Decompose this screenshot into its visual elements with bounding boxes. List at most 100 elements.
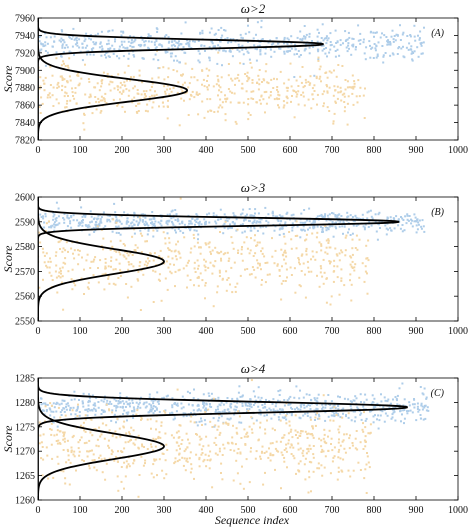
scatter-point xyxy=(70,215,73,217)
scatter-point xyxy=(167,36,170,39)
scatter-point xyxy=(410,218,412,221)
scatter-point xyxy=(141,220,144,223)
x-tick-label: 700 xyxy=(325,326,340,337)
scatter-point xyxy=(125,460,128,463)
scatter-point xyxy=(53,416,56,419)
scatter-point xyxy=(132,265,135,268)
scatter-point xyxy=(330,400,333,403)
scatter-point xyxy=(150,85,153,88)
scatter-point xyxy=(175,258,178,261)
scatter-point xyxy=(197,284,200,287)
scatter-point xyxy=(197,113,200,116)
scatter-point xyxy=(231,442,234,445)
scatter-point xyxy=(357,461,360,464)
scatter-point xyxy=(143,93,146,96)
scatter-point xyxy=(117,232,120,234)
scatter-point xyxy=(111,230,114,233)
scatter-point xyxy=(222,422,225,425)
scatter-point xyxy=(353,220,356,223)
scatter-point xyxy=(151,106,154,109)
scatter-point xyxy=(46,403,49,406)
scatter-point xyxy=(237,249,240,252)
scatter-point xyxy=(323,90,326,93)
y-tick-label: 1270 xyxy=(15,447,35,458)
scatter-point xyxy=(369,410,372,413)
scatter-point xyxy=(326,39,329,42)
scatter-point xyxy=(99,454,102,457)
scatter-point xyxy=(317,417,320,420)
scatter-point xyxy=(357,223,360,226)
scatter-point xyxy=(51,224,54,227)
scatter-point xyxy=(91,434,94,437)
scatter-point xyxy=(167,99,169,102)
scatter-point xyxy=(118,219,121,222)
scatter-point xyxy=(127,64,130,67)
scatter-point xyxy=(291,222,294,225)
scatter-point xyxy=(132,45,135,48)
scatter-point xyxy=(349,214,352,217)
scatter-point xyxy=(151,94,153,97)
scatter-point xyxy=(139,229,142,232)
scatter-point xyxy=(176,404,179,407)
scatter-point xyxy=(220,401,223,404)
scatter-point xyxy=(122,89,125,92)
scatter-point xyxy=(216,251,219,254)
scatter-point xyxy=(167,41,170,44)
scatter-point xyxy=(254,234,256,237)
scatter-point xyxy=(182,46,185,49)
scatter-point xyxy=(191,67,194,70)
scatter-point xyxy=(301,221,304,224)
scatter-point xyxy=(263,402,266,405)
scatter-point xyxy=(207,110,209,113)
chart-panel-1: 0 100 200 300 400 500 600 700 800 900 100078207840… xyxy=(1,1,468,156)
scatter-point xyxy=(174,270,177,273)
scatter-point xyxy=(65,241,68,244)
scatter-point xyxy=(313,74,316,77)
scatter-point xyxy=(253,221,256,223)
scatter-point xyxy=(104,478,107,481)
scatter-point xyxy=(123,211,126,214)
scatter-point xyxy=(238,415,241,418)
distribution-curve xyxy=(38,18,324,140)
scatter-point xyxy=(286,89,289,92)
scatter-point xyxy=(318,68,321,71)
scatter-point xyxy=(67,95,69,97)
scatter-point xyxy=(135,105,138,107)
scatter-point xyxy=(271,442,274,445)
scatter-point xyxy=(187,259,190,262)
scatter-point xyxy=(130,48,133,51)
scatter-point xyxy=(97,267,99,269)
scatter-point xyxy=(55,201,58,204)
scatter-point xyxy=(193,477,195,480)
y-tick-label: 2570 xyxy=(15,267,35,278)
scatter-point xyxy=(72,27,75,30)
scatter-point xyxy=(42,251,45,254)
scatter-point xyxy=(64,106,67,109)
scatter-point xyxy=(261,445,264,448)
scatter-point xyxy=(364,441,367,443)
scatter-point xyxy=(325,219,328,222)
scatter-point xyxy=(271,212,274,215)
scatter-point xyxy=(327,415,330,418)
scatter-point xyxy=(299,236,302,239)
scatter-point xyxy=(233,214,236,217)
scatter-point xyxy=(273,413,276,416)
scatter-point xyxy=(329,262,331,265)
scatter-point xyxy=(250,66,253,69)
scatter-point xyxy=(59,442,62,445)
scatter-point xyxy=(268,400,271,402)
scatter-point xyxy=(210,109,213,112)
scatter-point xyxy=(92,41,95,44)
scatter-point xyxy=(99,435,102,438)
scatter-point xyxy=(92,218,95,221)
scatter-point xyxy=(39,49,42,52)
scatter-point xyxy=(57,439,60,442)
scatter-point xyxy=(74,43,77,46)
scatter-point xyxy=(212,85,215,88)
scatter-point xyxy=(102,273,105,276)
scatter-point xyxy=(101,99,104,102)
scatter-point xyxy=(236,452,239,455)
scatter-point xyxy=(116,475,119,478)
scatter-point xyxy=(95,108,98,111)
scatter-point xyxy=(81,46,84,49)
